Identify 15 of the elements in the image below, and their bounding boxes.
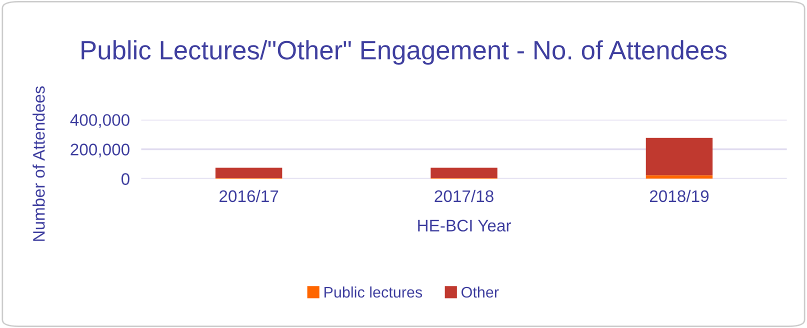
y-tick-label: 200,000 [70, 144, 130, 158]
bar [215, 168, 282, 178]
chart-title: Public Lectures/"Other" Engagement - No. of Attendees [82, 40, 727, 65]
x-tick-label: 2017/18 [434, 190, 494, 202]
x-axis-title: HE-BCI Year [418, 220, 512, 232]
y-axis-title: Number of Attendees [32, 86, 45, 241]
y-tick-label: 400,000 [70, 114, 130, 128]
y-tick-label: 0 [121, 173, 130, 185]
x-tick-label: 2018/19 [650, 190, 709, 202]
bar [430, 168, 498, 178]
legend-label: Other [462, 286, 499, 298]
legend-label: Public lectures [324, 286, 422, 298]
bar [646, 138, 713, 176]
x-tick-label: 2016/17 [220, 190, 278, 202]
bar [646, 175, 713, 179]
